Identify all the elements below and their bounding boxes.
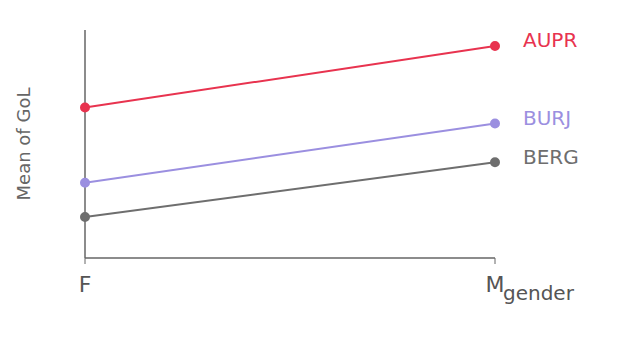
svg-text:Mean of GoL: Mean of GoL xyxy=(13,88,34,201)
svg-text:BERG: BERG xyxy=(523,145,579,169)
svg-text:BURJ: BURJ xyxy=(523,106,571,130)
svg-text:gender: gender xyxy=(503,281,575,305)
svg-text:F: F xyxy=(79,272,92,297)
svg-text:AUPR: AUPR xyxy=(523,28,577,52)
svg-text:M: M xyxy=(486,272,505,297)
